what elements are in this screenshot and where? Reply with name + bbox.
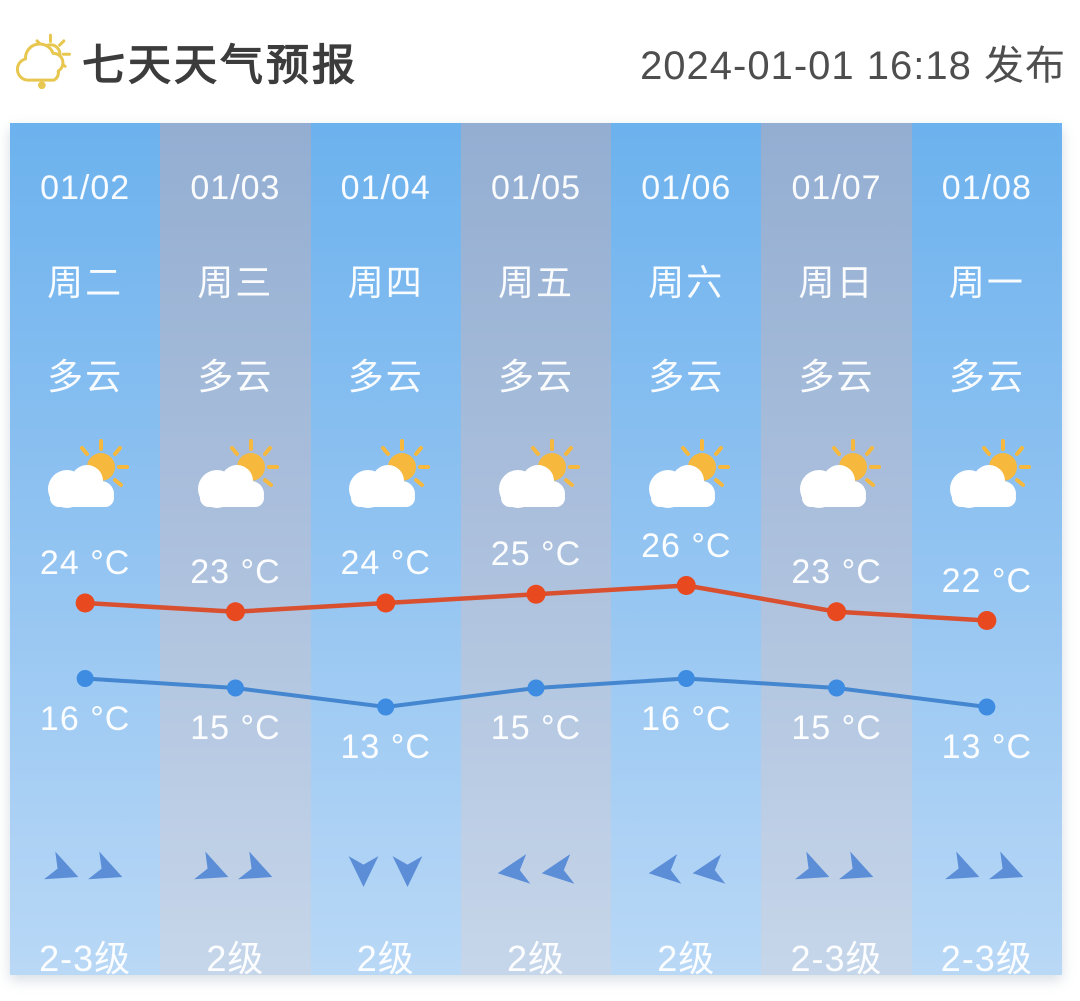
app-header: 七天天气预报 2024-01-01 16:18 发布 — [0, 0, 1080, 123]
cloudy-sun-icon — [35, 437, 135, 523]
condition-label: 多云 — [497, 356, 574, 397]
weekday-label: 周一 — [948, 262, 1025, 303]
day-column-3[interactable]: 01/04 周四 多云 2级 — [310, 123, 461, 979]
wind-level-label: 2级 — [506, 938, 565, 979]
wind-arrow — [160, 847, 310, 895]
date-label: 01/05 — [490, 169, 582, 207]
date-label: 01/04 — [340, 169, 431, 207]
wind-arrowhead-icon — [537, 853, 578, 890]
wind-level-label: 2级 — [206, 938, 265, 979]
weekday-label: 周四 — [347, 262, 424, 303]
sun-cloud-outline-icon — [16, 33, 71, 89]
wind-arrowhead-icon — [392, 853, 424, 890]
day-column-5[interactable]: 01/06 周六 多云 2级 — [611, 123, 762, 979]
wind-arrowhead-icon — [348, 853, 380, 890]
wind-arrow — [761, 847, 911, 895]
wind-level-label: 2-3级 — [39, 938, 132, 979]
wind-arrow — [912, 847, 1062, 895]
condition-label: 多云 — [948, 356, 1025, 397]
condition-label: 多云 — [197, 356, 274, 397]
wind-arrowhead-icon — [84, 849, 130, 893]
cloudy-sun-icon — [937, 437, 1037, 523]
weekday-label: 周五 — [497, 262, 574, 303]
condition-label: 多云 — [798, 356, 875, 397]
date-label: 01/02 — [40, 169, 131, 207]
weekday-label: 周日 — [798, 262, 875, 303]
cloudy-sun-icon — [787, 437, 887, 523]
wind-arrowhead-icon — [644, 853, 685, 890]
condition-label: 多云 — [648, 356, 725, 397]
wind-arrow — [611, 847, 761, 895]
wind-arrowhead-icon — [986, 849, 1032, 893]
wind-arrowhead-icon — [942, 849, 988, 893]
wind-level-label: 2-3级 — [940, 938, 1033, 979]
condition-label: 多云 — [347, 356, 424, 397]
wind-level-label: 2级 — [356, 938, 415, 979]
wind-level-label: 2-3级 — [790, 938, 883, 979]
day-column-1[interactable]: 01/02 周二 多云 2-3级 — [10, 123, 161, 979]
page-title: 七天天气预报 — [82, 41, 358, 90]
wind-arrowhead-icon — [40, 849, 86, 893]
wind-arrowhead-icon — [190, 849, 236, 893]
cloudy-sun-icon — [336, 437, 436, 523]
wind-arrowhead-icon — [791, 849, 837, 893]
weekday-label: 周六 — [648, 262, 725, 303]
weekday-label: 周二 — [47, 262, 124, 303]
condition-label: 多云 — [47, 356, 124, 397]
date-label: 01/07 — [791, 169, 882, 207]
day-column-4[interactable]: 01/05 周五 多云 2级 — [460, 123, 612, 979]
cloudy-sun-icon — [636, 437, 736, 523]
date-label: 01/08 — [941, 169, 1032, 207]
publish-timestamp: 2024-01-01 16:18 发布 — [640, 43, 1066, 88]
day-column-7[interactable]: 01/08 周一 多云 2-3级 — [911, 123, 1062, 979]
day-column-2[interactable]: 01/03 周三 多云 2级 — [160, 123, 311, 979]
wind-arrowhead-icon — [234, 849, 280, 893]
date-label: 01/06 — [641, 169, 732, 207]
cloudy-sun-icon — [185, 437, 285, 523]
cloudy-sun-icon — [486, 437, 586, 523]
date-label: 01/03 — [190, 169, 281, 207]
wind-level-label: 2级 — [657, 938, 716, 979]
day-column-6[interactable]: 01/07 周日 多云 2-3级 — [761, 123, 912, 979]
weekday-label: 周三 — [197, 262, 274, 303]
wind-arrowhead-icon — [835, 849, 881, 893]
wind-arrow — [311, 847, 461, 895]
wind-arrowhead-icon — [493, 853, 534, 890]
wind-arrow — [461, 847, 611, 895]
wind-arrow — [10, 847, 160, 895]
wind-arrowhead-icon — [688, 853, 729, 890]
forecast-panel: 01/02 周二 多云 2-3级 01/03 周三 多云 2级 01/04 周四… — [10, 123, 1062, 979]
